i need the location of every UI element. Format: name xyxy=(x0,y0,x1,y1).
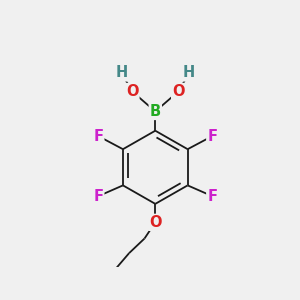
Text: O: O xyxy=(126,84,138,99)
Text: O: O xyxy=(149,215,161,230)
Text: F: F xyxy=(93,129,103,144)
Text: H: H xyxy=(115,65,128,80)
Text: F: F xyxy=(207,129,217,144)
Text: B: B xyxy=(150,104,161,119)
Text: F: F xyxy=(207,189,217,204)
Text: H: H xyxy=(183,65,195,80)
Text: F: F xyxy=(93,189,103,204)
Text: O: O xyxy=(172,84,184,99)
